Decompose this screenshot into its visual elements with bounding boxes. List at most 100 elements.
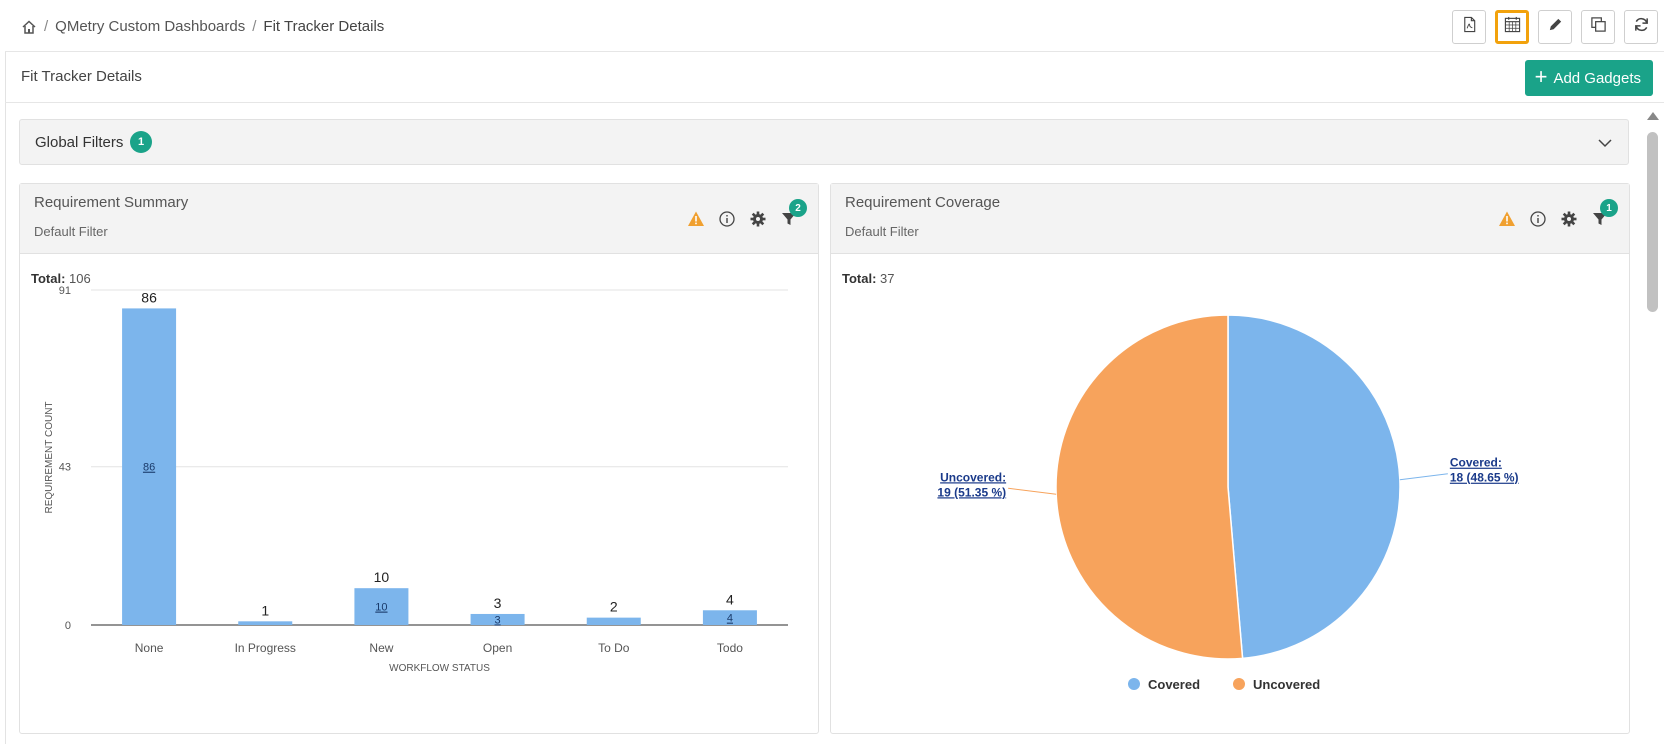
- warning-icon[interactable]: [687, 210, 705, 228]
- scrollbar-thumb[interactable]: [1647, 132, 1658, 312]
- refresh-button[interactable]: [1624, 10, 1658, 44]
- page-header: Fit Tracker Details + Add Gadgets: [5, 52, 1664, 103]
- pdf-icon: [1461, 16, 1478, 38]
- page-title: Fit Tracker Details: [21, 68, 142, 85]
- pie-connector: [1399, 473, 1448, 481]
- warning-icon[interactable]: [1498, 210, 1516, 228]
- breadcrumb-item-current: Fit Tracker Details: [263, 18, 385, 35]
- copy-icon: [1590, 16, 1607, 38]
- x-tick-label: New: [369, 641, 393, 655]
- total-row: Total: 37: [842, 271, 895, 286]
- bar[interactable]: [702, 610, 757, 625]
- legend-swatch: [1128, 678, 1140, 690]
- total-row: Total: 106: [31, 271, 91, 286]
- export-pdf-button[interactable]: [1452, 10, 1486, 44]
- total-label: Total:: [842, 271, 877, 286]
- bar-value-label: 1: [261, 602, 269, 618]
- home-icon[interactable]: [21, 19, 37, 35]
- pie-label-name[interactable]: Uncovered:: [940, 470, 1006, 484]
- bar[interactable]: [122, 308, 177, 625]
- gear-icon[interactable]: [749, 210, 767, 228]
- bar-data-label[interactable]: 4: [727, 613, 733, 625]
- info-icon[interactable]: [1529, 210, 1547, 228]
- x-tick-label: In Progress: [235, 641, 296, 655]
- gadget-header: Requirement Coverage Default Filter 1: [831, 184, 1629, 254]
- global-filters-count-badge: 1: [130, 131, 152, 153]
- bar-value-label: 2: [610, 599, 618, 615]
- gadget-actions: 1: [1498, 199, 1618, 228]
- breadcrumb-item-dashboards[interactable]: QMetry Custom Dashboards: [55, 18, 246, 35]
- add-gadgets-button[interactable]: + Add Gadgets: [1524, 60, 1653, 96]
- gadget-title: Requirement Coverage: [845, 194, 1001, 211]
- pie-connector: [1008, 487, 1057, 495]
- total-value: 37: [880, 271, 895, 286]
- x-axis-label: WORKFLOW STATUS: [389, 663, 490, 674]
- info-icon[interactable]: [718, 210, 736, 228]
- scroll-up-arrow-icon[interactable]: [1647, 112, 1659, 120]
- gadget-header: Requirement Summary Default Filter 2: [20, 184, 818, 254]
- breadcrumb-separator: /: [44, 18, 49, 35]
- edit-button[interactable]: [1538, 10, 1572, 44]
- x-tick-label: None: [135, 641, 164, 655]
- bar-data-label[interactable]: 86: [143, 462, 155, 474]
- filter-icon[interactable]: 2: [780, 199, 807, 228]
- y-tick-label: 0: [65, 620, 71, 632]
- refresh-icon: [1633, 16, 1650, 38]
- legend-swatch: [1233, 678, 1245, 690]
- gear-icon[interactable]: [1560, 210, 1578, 228]
- global-filters-bar[interactable]: Global Filters 1: [19, 119, 1629, 165]
- breadcrumb: / QMetry Custom Dashboards / Fit Tracker…: [21, 18, 384, 35]
- requirement-summary-gadget: Requirement Summary Default Filter 2 T: [19, 183, 819, 734]
- gadget-actions: 2: [687, 199, 807, 228]
- breadcrumb-separator: /: [252, 18, 257, 35]
- y-tick-label: 43: [59, 462, 71, 474]
- requirement-coverage-pie-chart: Covered:18 (48.65 %) Uncovered:19 (51.35 …: [937, 314, 1519, 692]
- pie-slice[interactable]: [1055, 314, 1244, 660]
- bar-value-label: 86: [141, 289, 157, 305]
- pie-legend: Covered Uncovered: [1128, 677, 1320, 692]
- bar-value-label: 3: [494, 595, 502, 611]
- bar[interactable]: [354, 588, 409, 625]
- x-tick-label: Todo: [717, 641, 743, 655]
- filter-icon[interactable]: 1: [1591, 199, 1618, 228]
- bar-data-label[interactable]: 10: [375, 602, 387, 614]
- bar[interactable]: [470, 613, 525, 625]
- legend-label: Uncovered: [1253, 677, 1320, 692]
- pencil-icon: [1547, 16, 1564, 38]
- pie-label-name[interactable]: Covered:: [1450, 456, 1502, 470]
- y-axis-label: REQUIREMENT COUNT: [44, 401, 55, 513]
- total-value: 106: [69, 271, 91, 286]
- x-tick-label: To Do: [598, 641, 630, 655]
- filter-count-badge: 2: [789, 199, 807, 217]
- legend-item[interactable]: Uncovered: [1233, 677, 1320, 692]
- gadget-subtitle: Default Filter: [34, 224, 108, 239]
- chevron-down-icon[interactable]: [1597, 135, 1613, 151]
- legend-item[interactable]: Covered: [1128, 677, 1200, 692]
- total-label: Total:: [31, 271, 66, 286]
- toolbar: [1452, 10, 1658, 44]
- schedule-calendar-button[interactable]: [1495, 10, 1529, 44]
- pie-label-value[interactable]: 19 (51.35 %): [937, 485, 1006, 499]
- bar-value-label: 4: [726, 591, 734, 607]
- x-tick-label: Open: [483, 641, 512, 655]
- copy-button[interactable]: [1581, 10, 1615, 44]
- requirement-coverage-gadget: Requirement Coverage Default Filter 1: [830, 183, 1630, 734]
- legend-label: Covered: [1148, 677, 1200, 692]
- gadget-subtitle: Default Filter: [845, 224, 919, 239]
- top-bar: / QMetry Custom Dashboards / Fit Tracker…: [5, 4, 1664, 52]
- calendar-icon: [1504, 16, 1521, 38]
- bar-data-label[interactable]: 3: [495, 614, 501, 626]
- bar[interactable]: [586, 617, 641, 625]
- pie-label-value[interactable]: 18 (48.65 %): [1450, 471, 1519, 485]
- gadget-title: Requirement Summary: [34, 194, 189, 211]
- bar-value-label: 10: [374, 569, 390, 585]
- bar[interactable]: [238, 621, 293, 625]
- add-gadgets-label: Add Gadgets: [1553, 69, 1641, 87]
- global-filters-label: Global Filters: [35, 134, 124, 151]
- page-scrollbar[interactable]: [1644, 110, 1660, 744]
- pie-slice[interactable]: [1227, 314, 1401, 660]
- filter-count-badge: 1: [1600, 199, 1618, 217]
- y-tick-label: 91: [59, 285, 71, 297]
